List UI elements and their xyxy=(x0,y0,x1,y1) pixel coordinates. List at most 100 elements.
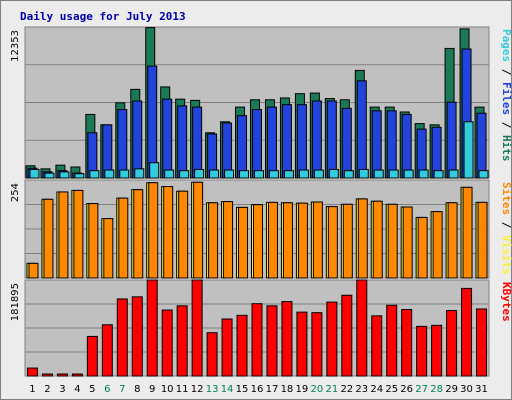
bar-kbytes-day-1 xyxy=(26,367,38,377)
bar-kbytes-day-15 xyxy=(236,314,248,377)
bar-kbytes-day-31 xyxy=(476,308,488,377)
axis-label-part: Hits xyxy=(500,135,512,162)
chart-title: Daily usage for July 2013 xyxy=(20,10,186,23)
x-tick-label-day-22: 22 xyxy=(340,384,353,395)
bar-sites-day-11 xyxy=(178,190,189,279)
x-tick-label-day-29: 29 xyxy=(445,384,458,395)
bar-kbytes-day-12 xyxy=(191,279,203,377)
bar-files-day-31 xyxy=(476,112,487,179)
bar-kbytes-day-18 xyxy=(281,301,293,377)
axis-label-part: Files xyxy=(500,82,512,115)
bar-pages-day-3 xyxy=(59,171,70,179)
bar-sites-day-29 xyxy=(447,202,458,279)
x-tick-label-day-16: 16 xyxy=(251,384,264,395)
bar-files-day-7 xyxy=(117,109,128,179)
x-tick-label-day-18: 18 xyxy=(281,384,294,395)
bar-kbytes-day-17 xyxy=(266,305,278,377)
bar-sites-day-22 xyxy=(342,203,353,279)
x-tick-label-day-4: 4 xyxy=(74,384,80,395)
bar-kbytes-day-13 xyxy=(206,332,218,377)
x-tick-label-day-28: 28 xyxy=(430,384,443,395)
bar-pages-day-29 xyxy=(448,169,459,179)
bar-pages-day-20 xyxy=(313,169,324,179)
bar-kbytes-day-16 xyxy=(251,303,263,377)
x-tick-label-day-9: 9 xyxy=(149,384,155,395)
x-tick-label-day-11: 11 xyxy=(176,384,189,395)
bar-sites-day-13 xyxy=(208,202,219,279)
bar-files-day-17 xyxy=(266,106,277,179)
bar-kbytes-day-7 xyxy=(116,298,128,377)
bar-pages-day-17 xyxy=(268,170,279,179)
x-tick-label-day-23: 23 xyxy=(355,384,368,395)
bar-sites-day-1 xyxy=(28,262,39,279)
axis-label-part: Sites xyxy=(500,182,512,215)
bar-sites-day-24 xyxy=(372,200,383,279)
x-tick-label-day-30: 30 xyxy=(460,384,473,395)
bar-kbytes-day-14 xyxy=(221,318,233,377)
panel-bottom-ymax-label: 181895 xyxy=(10,283,21,321)
x-tick-label-day-20: 20 xyxy=(311,384,324,395)
bar-sites-day-7 xyxy=(118,197,129,279)
bar-kbytes-day-10 xyxy=(161,309,173,377)
bar-pages-day-22 xyxy=(343,170,354,179)
bar-kbytes-day-3 xyxy=(56,373,68,377)
bar-files-day-22 xyxy=(341,107,352,179)
bar-pages-day-1 xyxy=(29,168,40,179)
axis-label-part: KBytes xyxy=(500,282,512,322)
x-tick-label-day-8: 8 xyxy=(134,384,140,395)
bar-sites-day-17 xyxy=(267,201,278,279)
bar-sites-day-5 xyxy=(88,203,99,279)
axis-label-part: Visits xyxy=(500,235,512,275)
bar-sites-day-31 xyxy=(477,201,488,279)
panel-top-axis-label: Pages / Files / Hits xyxy=(500,29,512,162)
bar-files-day-12 xyxy=(192,106,203,179)
bar-files-day-19 xyxy=(296,104,307,179)
bar-sites-day-16 xyxy=(253,204,263,279)
bar-files-day-8 xyxy=(132,100,143,179)
bar-kbytes-day-11 xyxy=(176,305,188,377)
bar-pages-day-9 xyxy=(149,162,160,179)
bar-pages-day-8 xyxy=(134,168,145,179)
bar-sites-day-27 xyxy=(417,216,428,279)
bar-pages-day-10 xyxy=(164,169,175,179)
x-tick-label-day-25: 25 xyxy=(385,384,398,395)
bar-pages-day-14 xyxy=(224,169,235,179)
bar-kbytes-day-30 xyxy=(461,287,473,377)
bar-kbytes-day-19 xyxy=(296,311,308,377)
bar-files-day-21 xyxy=(326,100,337,179)
bar-pages-day-4 xyxy=(74,173,85,179)
bar-sites-day-15 xyxy=(238,206,249,279)
bar-pages-day-27 xyxy=(418,169,429,179)
bar-files-day-29 xyxy=(446,101,457,179)
bar-files-day-20 xyxy=(311,100,322,179)
bar-files-day-16 xyxy=(252,109,262,179)
x-tick-label-day-31: 31 xyxy=(475,384,488,395)
bar-pages-day-28 xyxy=(433,170,444,179)
bar-kbytes-day-4 xyxy=(71,373,83,377)
x-tick-label-day-7: 7 xyxy=(119,384,125,395)
axis-label-part: / xyxy=(500,215,512,235)
bar-kbytes-day-5 xyxy=(86,335,98,377)
bar-sites-day-9 xyxy=(148,182,159,279)
bar-pages-day-7 xyxy=(119,169,130,179)
bar-sites-day-4 xyxy=(73,189,84,279)
bar-pages-day-11 xyxy=(179,170,190,179)
bar-pages-day-25 xyxy=(388,169,399,179)
bar-kbytes-day-6 xyxy=(101,324,113,377)
x-tick-label-day-13: 13 xyxy=(206,384,219,395)
x-tick-label-day-10: 10 xyxy=(161,384,174,395)
bar-files-day-26 xyxy=(401,113,412,179)
bar-pages-day-6 xyxy=(104,169,115,179)
bar-kbytes-day-24 xyxy=(371,315,383,377)
panel-top-ymax-label: 12353 xyxy=(10,30,21,62)
bar-sites-day-3 xyxy=(58,191,69,279)
bar-sites-day-21 xyxy=(327,206,338,279)
bar-sites-day-20 xyxy=(312,201,323,279)
bar-sites-day-12 xyxy=(193,181,204,279)
bar-sites-day-25 xyxy=(387,203,398,279)
x-tick-label-day-3: 3 xyxy=(59,384,65,395)
bar-sites-day-18 xyxy=(282,202,293,279)
x-tick-label-day-14: 14 xyxy=(221,384,234,395)
bar-kbytes-day-8 xyxy=(131,296,143,377)
panel-bottom-axis-label: KBytes xyxy=(500,282,512,322)
